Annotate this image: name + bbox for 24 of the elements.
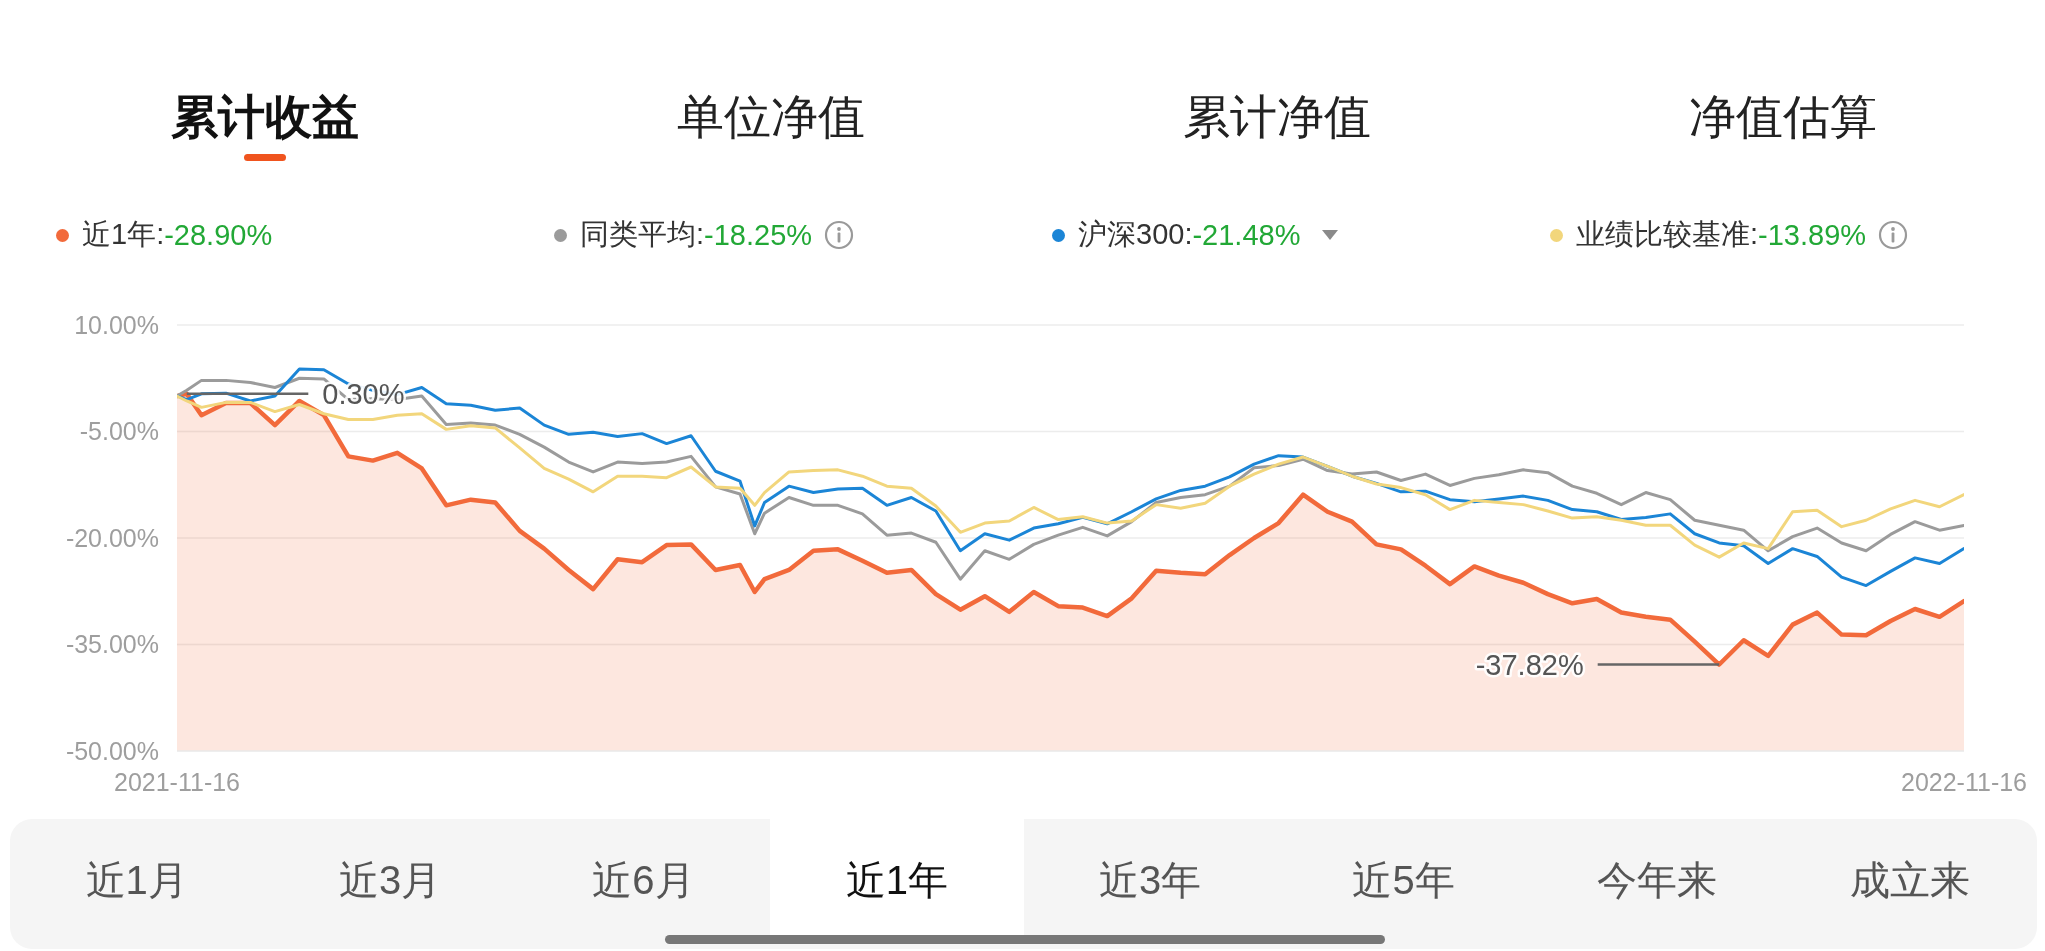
- y-tick-label: -5.00%: [79, 417, 159, 446]
- legend-label: 近1年:-28.90%: [82, 217, 273, 253]
- x-tick-label: 2022-11-16: [1900, 767, 2028, 796]
- legend-label: 同类平均:-18.25%: [580, 217, 813, 253]
- annotation: -37.82%: [1475, 648, 1584, 681]
- y-tick-label: -20.00%: [65, 523, 159, 552]
- text: 累计净值: [1182, 89, 1372, 145]
- text: 单位净值: [676, 89, 866, 145]
- legend-label: 沪深300:-21.48%: [1078, 217, 1301, 253]
- text: 近3年: [1098, 856, 1203, 904]
- y-tick-label: -35.00%: [65, 630, 159, 659]
- text: 近3月: [337, 856, 443, 904]
- text: 近1月: [84, 856, 189, 904]
- text: 近5年: [1351, 856, 1456, 904]
- text: 近6月: [591, 856, 696, 904]
- text: 净值估算: [1688, 89, 1878, 145]
- y-tick-label: -50.00%: [65, 736, 159, 765]
- text: 成立来: [1849, 856, 1972, 904]
- y-tick-label: 10.00%: [74, 310, 159, 339]
- x-tick-label: 2021-11-16: [113, 767, 241, 796]
- text: 今年来: [1595, 856, 1718, 904]
- text: 近1年: [770, 819, 1024, 941]
- chart-title: 累计收益: [170, 89, 360, 145]
- legend-label: 业绩比较基准:-13.89%: [1576, 217, 1867, 253]
